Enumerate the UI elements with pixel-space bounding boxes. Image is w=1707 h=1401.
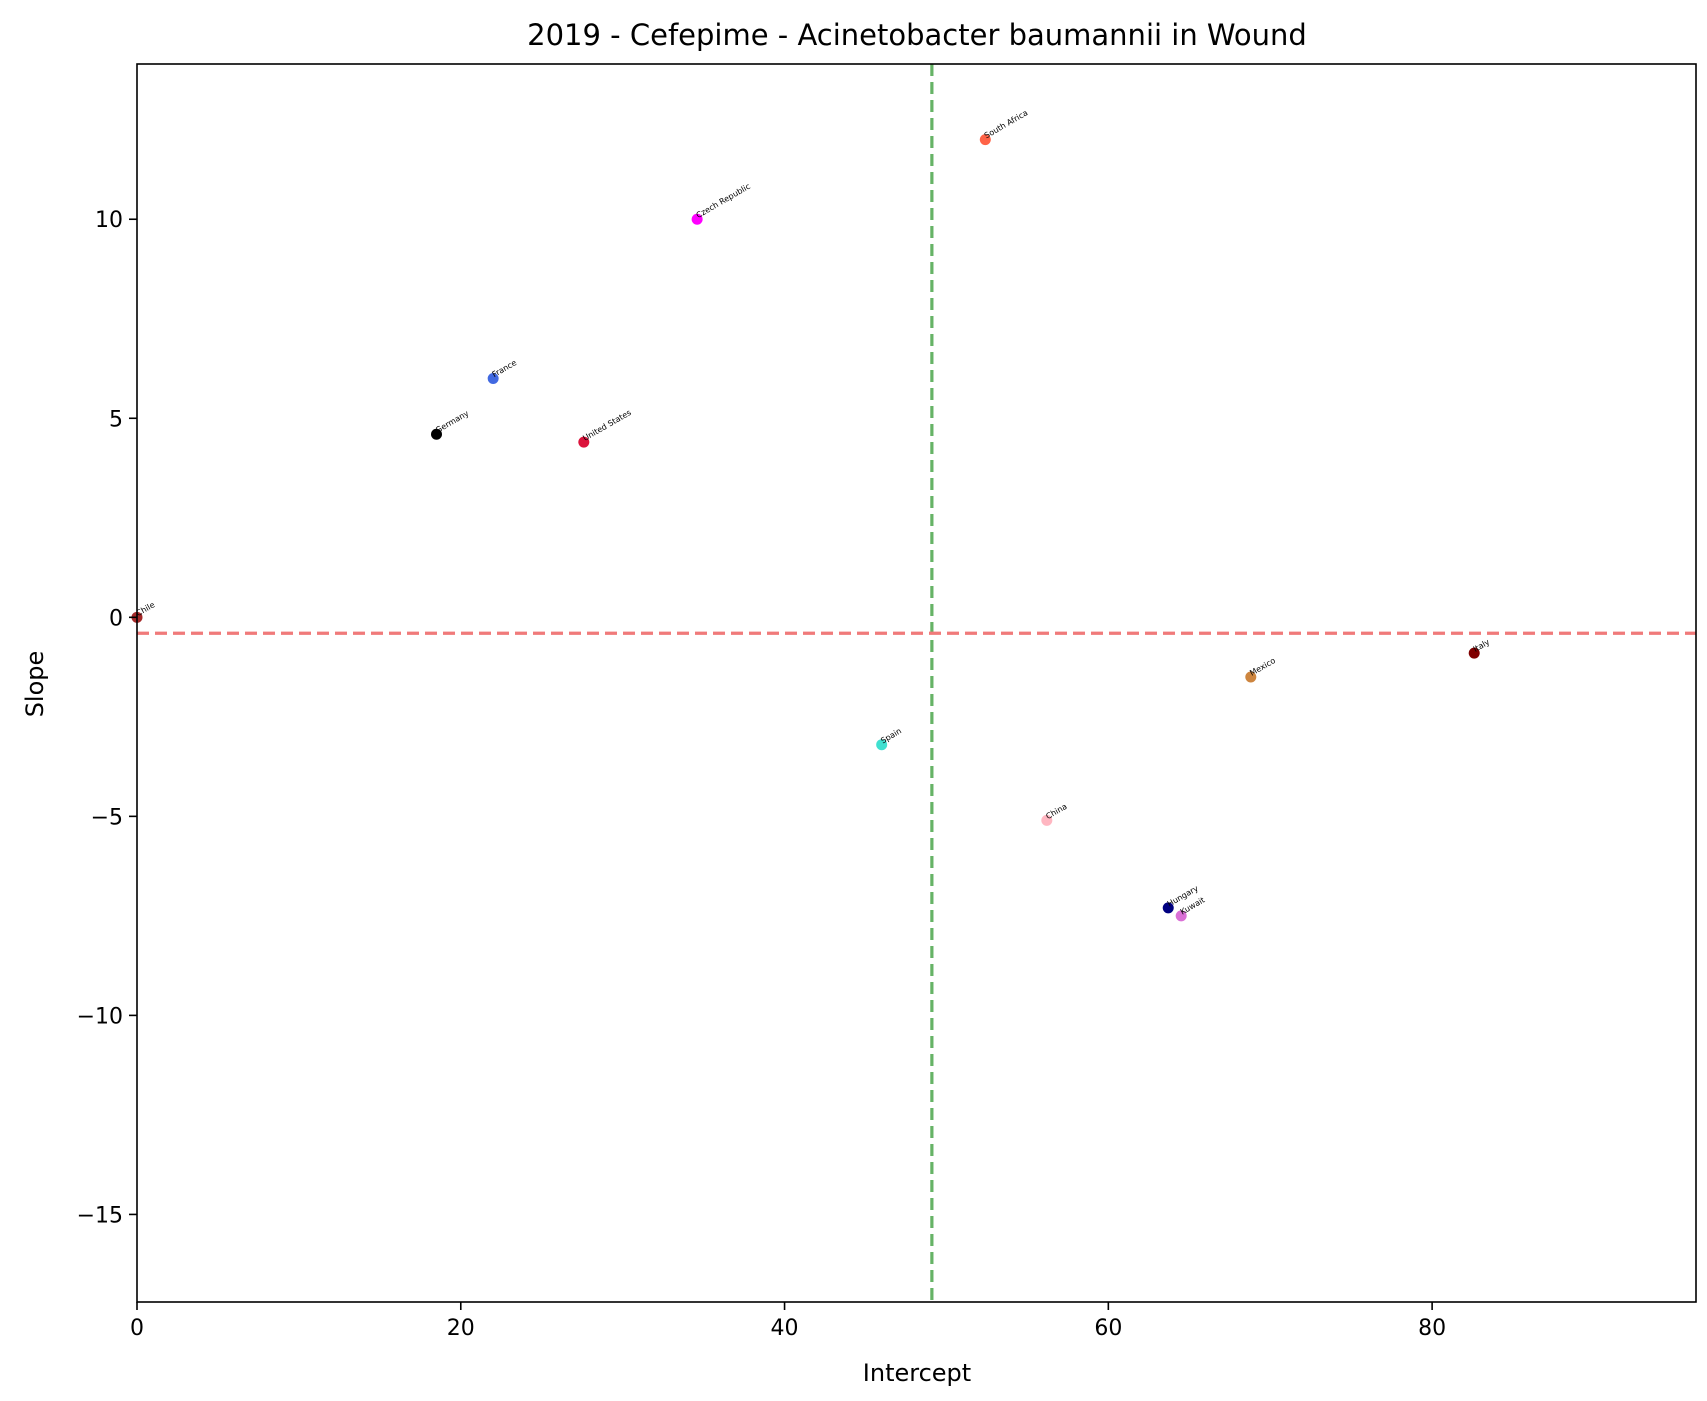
axes-frame xyxy=(136,63,1697,1303)
point-label: Mexico xyxy=(1248,656,1277,678)
point-label: China xyxy=(1044,802,1068,821)
y-tick-label: −10 xyxy=(77,1004,123,1029)
data-point-mexico xyxy=(1245,671,1257,683)
point-label: Italy xyxy=(1472,637,1492,654)
x-axis-label: Intercept xyxy=(863,1359,971,1387)
y-tick-label: −5 xyxy=(91,805,123,830)
x-tick-label: 40 xyxy=(771,1316,799,1341)
y-tick-label: 0 xyxy=(109,606,123,631)
data-point-france xyxy=(487,372,499,384)
x-tick-label: 80 xyxy=(1418,1316,1446,1341)
data-point-united-states xyxy=(578,436,590,448)
y-tick-label: 5 xyxy=(109,407,123,432)
point-label: Czech Republic xyxy=(695,182,752,220)
point-label: France xyxy=(491,358,519,379)
data-point-kuwait xyxy=(1175,910,1187,922)
data-point-italy xyxy=(1468,647,1480,659)
data-point-china xyxy=(1041,814,1053,826)
data-point-south-africa xyxy=(979,134,991,146)
x-tick-label: 60 xyxy=(1094,1316,1122,1341)
data-point-czech-republic xyxy=(691,213,703,225)
point-label: United States xyxy=(581,408,632,443)
point-label: Germany xyxy=(434,409,471,435)
y-axis-label: Slope xyxy=(21,651,49,718)
point-label: Spain xyxy=(879,726,903,745)
point-label: South Africa xyxy=(983,108,1030,140)
x-tick-label: 20 xyxy=(447,1316,475,1341)
chart-title: 2019 - Cefepime - Acinetobacter baumanni… xyxy=(527,18,1307,52)
y-tick-label: −15 xyxy=(77,1203,123,1228)
x-tick-label: 0 xyxy=(130,1316,144,1341)
data-point-germany xyxy=(430,428,442,440)
y-tick-label: 10 xyxy=(95,208,123,233)
data-point-hungary xyxy=(1162,902,1174,914)
data-point-spain xyxy=(876,739,888,751)
